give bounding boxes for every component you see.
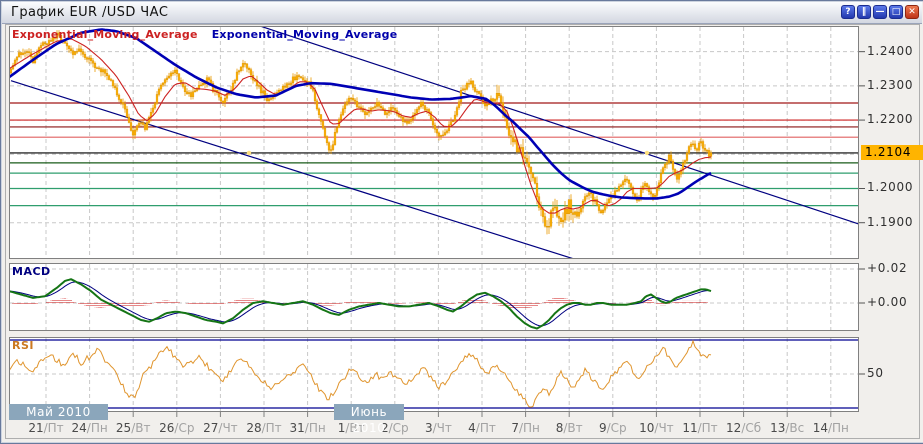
trendline-cross-marker [644, 150, 650, 156]
rsi-line [10, 339, 712, 408]
macd-line [10, 278, 712, 330]
date-axis-label: 12/Сб [726, 421, 762, 435]
date-axis-label: 8/Вт [555, 421, 583, 435]
maximize-button[interactable]: □ [889, 5, 903, 19]
date-axis-label: 9/Ср [598, 421, 627, 435]
title-bar[interactable]: График EUR /USD ЧАС [2, 2, 922, 24]
price-axis-label: 1.2300 [867, 77, 914, 92]
minimize-button[interactable]: — [873, 5, 887, 19]
main-panel[interactable] [9, 26, 859, 259]
date-axis-label: 1/Вт [337, 421, 365, 435]
price-axis-label: 1.2200 [867, 112, 914, 127]
ema-fast-line [10, 38, 712, 214]
trendline[interactable] [10, 80, 574, 259]
price-axis-label: 1.2000 [867, 180, 914, 195]
price-axis-label: 1.2400 [867, 43, 914, 58]
month-badge-may: Май 2010 [9, 404, 108, 420]
date-axis-label: 13/Вс [770, 421, 805, 435]
date-axis-label: 10/Чт [639, 421, 674, 435]
month-badge-june: Июнь 2010 [334, 404, 404, 435]
macd-axis-label: +0.00 [867, 295, 908, 309]
date-axis-label: 4/Пт [468, 421, 496, 435]
macd-axis-label: +0.02 [867, 261, 908, 275]
window-controls: ? ‖ — □ ✕ [841, 5, 919, 19]
date-axis-label: 7/Пн [511, 421, 540, 435]
legend-ema-slow: Exponential_Moving_Average [211, 28, 398, 41]
date-axis-label: 27/Чт [203, 421, 238, 435]
pause-button[interactable]: ‖ [857, 5, 871, 19]
indicator-legend: Exponential_Moving_Average Exponential_M… [12, 28, 397, 41]
date-axis-label: 2/Ср [381, 421, 409, 435]
date-axis-label: 14/Пн [812, 421, 849, 435]
price-axis-label: 1.1900 [867, 214, 914, 229]
macd-panel-label: MACD [12, 265, 51, 278]
date-axis-label: 21/Пт [28, 421, 64, 435]
close-button[interactable]: ✕ [905, 5, 919, 19]
trendline-cross-marker [246, 150, 252, 156]
date-axis-label: 31/Пн [289, 421, 326, 435]
window-title: График EUR /USD ЧАС [11, 5, 169, 20]
trendline[interactable] [260, 26, 859, 225]
rsi-panel-label: RSI [12, 339, 34, 352]
current-price-label: 1.2104 [861, 145, 923, 161]
ema-slow-line [10, 28, 712, 200]
help-button[interactable]: ? [841, 5, 855, 19]
date-axis-label: 24/Пн [71, 421, 108, 435]
date-axis-label: 11/Пт [682, 421, 718, 435]
rsi-axis-label: 50 [867, 366, 884, 380]
date-axis-label: 28/Пт [246, 421, 282, 435]
date-axis-label: 26/Ср [159, 421, 195, 435]
legend-ema-fast: Exponential_Moving_Average [12, 28, 198, 41]
macd-panel[interactable] [9, 263, 859, 331]
date-axis-label: 25/Вт [115, 421, 151, 435]
date-axis-label: 3/Чт [424, 421, 452, 435]
